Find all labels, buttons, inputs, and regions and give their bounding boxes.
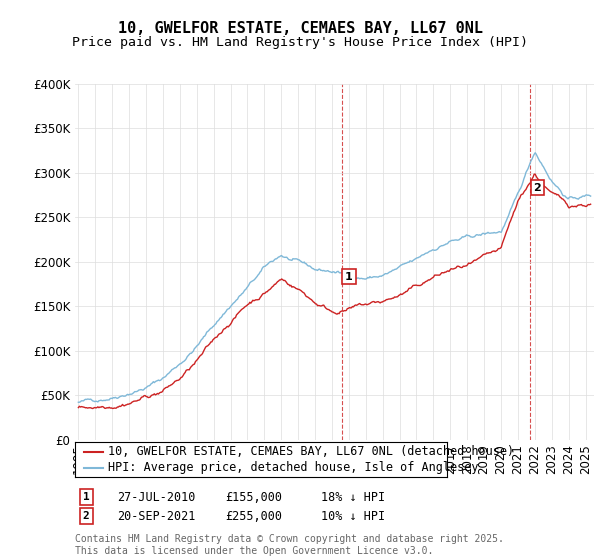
Text: 18% ↓ HPI: 18% ↓ HPI: [321, 491, 385, 504]
Text: £155,000: £155,000: [225, 491, 282, 504]
Text: 2: 2: [533, 183, 541, 193]
Text: 10% ↓ HPI: 10% ↓ HPI: [321, 510, 385, 523]
Text: 10, GWELFOR ESTATE, CEMAES BAY, LL67 0NL (detached house): 10, GWELFOR ESTATE, CEMAES BAY, LL67 0NL…: [109, 445, 515, 458]
Text: 1: 1: [345, 272, 353, 282]
Text: Price paid vs. HM Land Registry's House Price Index (HPI): Price paid vs. HM Land Registry's House …: [72, 36, 528, 49]
Text: 27-JUL-2010: 27-JUL-2010: [117, 491, 196, 504]
Text: 10, GWELFOR ESTATE, CEMAES BAY, LL67 0NL: 10, GWELFOR ESTATE, CEMAES BAY, LL67 0NL: [118, 21, 482, 36]
Text: 1: 1: [83, 492, 89, 502]
Text: 2: 2: [83, 511, 89, 521]
Text: £255,000: £255,000: [225, 510, 282, 523]
Text: HPI: Average price, detached house, Isle of Anglesey: HPI: Average price, detached house, Isle…: [109, 461, 479, 474]
Text: 20-SEP-2021: 20-SEP-2021: [117, 510, 196, 523]
Text: Contains HM Land Registry data © Crown copyright and database right 2025.
This d: Contains HM Land Registry data © Crown c…: [75, 534, 504, 556]
